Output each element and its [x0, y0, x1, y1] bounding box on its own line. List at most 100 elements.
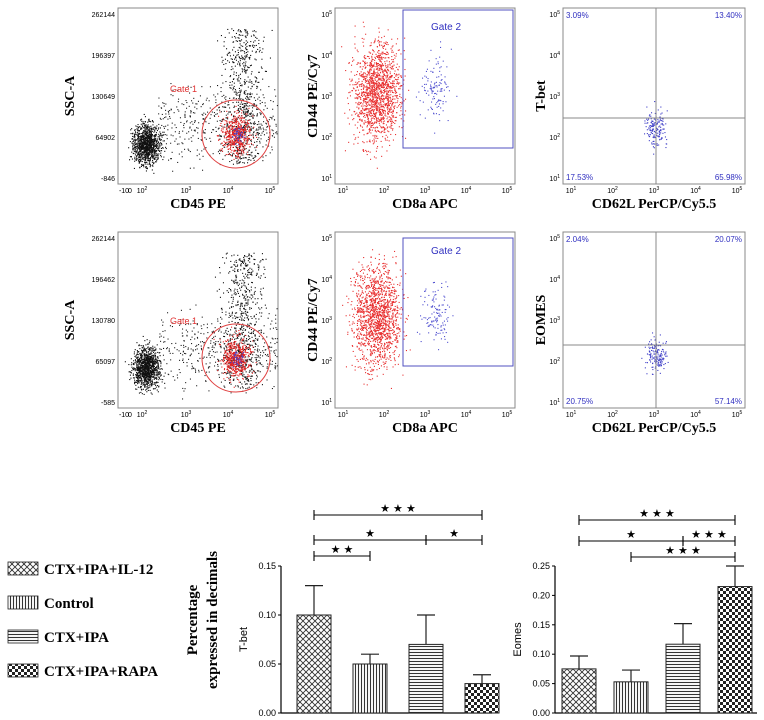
flow-panel-4: Gate 1 262144 196462 130780 65097 -585 -100 102… — [63, 231, 279, 436]
significance-stars: ★ — [626, 529, 636, 541]
exponent: 1 — [557, 174, 560, 180]
exponent: 1 — [329, 398, 332, 404]
event-dots — [341, 21, 458, 169]
exponent: 4 — [557, 51, 560, 57]
x-tick-label: 104 — [461, 410, 472, 419]
x-tick-label: 102 — [379, 186, 390, 195]
y-tick-label: 105 — [549, 10, 560, 19]
x-tick-label: 105 — [502, 186, 513, 195]
significance-stars: ★ ★ ★ — [665, 545, 701, 557]
y-axis-title: CD44 PE/Cy7 — [306, 54, 321, 138]
y-tick-label: 102 — [321, 133, 332, 142]
y-axis-title: T-bet — [238, 627, 250, 652]
exponent: 3 — [428, 410, 431, 416]
y-tick-label: 103 — [549, 316, 560, 325]
significance-stars: ★ ★ ★ — [691, 529, 727, 541]
x-axis-title: CD62L PerCP/Cy5.5 — [592, 197, 716, 212]
x-tick-label: 102 — [607, 186, 618, 195]
plot-frame — [117, 231, 279, 409]
y-axis-title: Eomes — [512, 622, 524, 657]
x-axis-title: CD8a APC — [392, 421, 458, 436]
exponent: 1 — [574, 186, 577, 192]
exponent: 3 — [329, 92, 332, 98]
x-tick-label: -10 — [119, 412, 129, 419]
y-tick-label: 105 — [321, 10, 332, 19]
exponent: 2 — [387, 186, 390, 192]
gate-label: Gate 1 — [170, 316, 197, 326]
x-tick-label: 104 — [690, 186, 701, 195]
plot-frame — [117, 7, 279, 185]
exponent: 4 — [698, 410, 701, 416]
legend-label: CTX+IPA+IL-12 — [44, 562, 153, 578]
x-tick-label: 103 — [181, 186, 192, 195]
exponent: 1 — [329, 174, 332, 180]
exponent: 4 — [557, 275, 560, 281]
plot-frame — [562, 231, 746, 409]
x-tick-label: 103 — [649, 186, 660, 195]
x-tick-label: 0 — [128, 412, 132, 419]
x-tick-label: 105 — [502, 410, 513, 419]
legend-label: Control — [44, 596, 94, 612]
y-tick-label: 65097 — [96, 359, 116, 366]
x-tick-label: 102 — [607, 410, 618, 419]
x-axis-title: CD45 PE — [170, 197, 226, 212]
shared-y-line-1: Percentage — [185, 584, 201, 655]
y-tick-label: 0.00 — [258, 708, 276, 718]
x-tick-label: 103 — [181, 410, 192, 419]
exponent: 2 — [615, 410, 618, 416]
y-tick-label: 130780 — [92, 318, 115, 325]
x-tick-label: 101 — [338, 186, 349, 195]
y-tick-label: 105 — [321, 234, 332, 243]
gate-2-box — [402, 9, 514, 149]
y-tick-label: 262144 — [92, 12, 115, 19]
exponent: 5 — [740, 410, 743, 416]
x-axis-title: CD62L PerCP/Cy5.5 — [592, 421, 716, 436]
y-tick-label: 262144 — [92, 236, 115, 243]
x-tick-label: 102 — [137, 410, 148, 419]
x-tick-label: 104 — [223, 410, 234, 419]
exponent: 5 — [329, 10, 332, 16]
exponent: 5 — [510, 410, 513, 416]
bar-2 — [613, 681, 649, 714]
y-axis-title: T-bet — [534, 80, 549, 112]
exponent: 2 — [329, 133, 332, 139]
significance-stars: ★ ★ — [331, 544, 354, 556]
exponent: 5 — [329, 234, 332, 240]
x-tick-label: 101 — [566, 186, 577, 195]
exponent: 4 — [329, 275, 332, 281]
y-tick-label: 104 — [549, 51, 560, 60]
exponent: 1 — [346, 410, 349, 416]
x-tick-label: 102 — [379, 410, 390, 419]
y-tick-label: 0.00 — [532, 708, 550, 718]
exponent: 2 — [557, 133, 560, 139]
legend-swatch — [7, 595, 39, 610]
x-axis-title: CD45 PE — [170, 421, 226, 436]
exponent: 3 — [329, 316, 332, 322]
plot-frame — [334, 231, 516, 409]
x-tick-label: -10 — [119, 188, 129, 195]
exponent: 4 — [469, 186, 472, 192]
exponent: 3 — [557, 92, 560, 98]
y-tick-label: 0.10 — [532, 649, 550, 659]
y-tick-label: 196397 — [92, 53, 115, 60]
bar-4 — [717, 586, 753, 714]
gate-label: Gate 2 — [431, 246, 461, 257]
x-tick-label: 104 — [461, 186, 472, 195]
exponent: 4 — [231, 186, 234, 192]
gate-1-circle — [201, 323, 271, 393]
flow-panel-3: 3.09% 13.40% 17.53% 65.98% 105 104 103 102 101 10… — [534, 7, 746, 212]
x-tick-label: 105 — [732, 410, 743, 419]
exponent: 5 — [740, 186, 743, 192]
exponent: 1 — [574, 410, 577, 416]
bar-1 — [296, 614, 332, 714]
significance-stars: ★ — [365, 528, 375, 540]
bar-3 — [408, 643, 444, 714]
flow-panel-5: Gate 2 105 104 103 102 101 101 102 103 104 105 CD8a… — [306, 231, 516, 436]
y-tick-label: 0.10 — [258, 610, 276, 620]
y-tick-label: 196462 — [92, 277, 115, 284]
significance-stars: ★ ★ ★ — [380, 503, 416, 515]
exponent: 2 — [329, 357, 332, 363]
y-tick-label: 101 — [549, 174, 560, 183]
exponent: 3 — [557, 316, 560, 322]
